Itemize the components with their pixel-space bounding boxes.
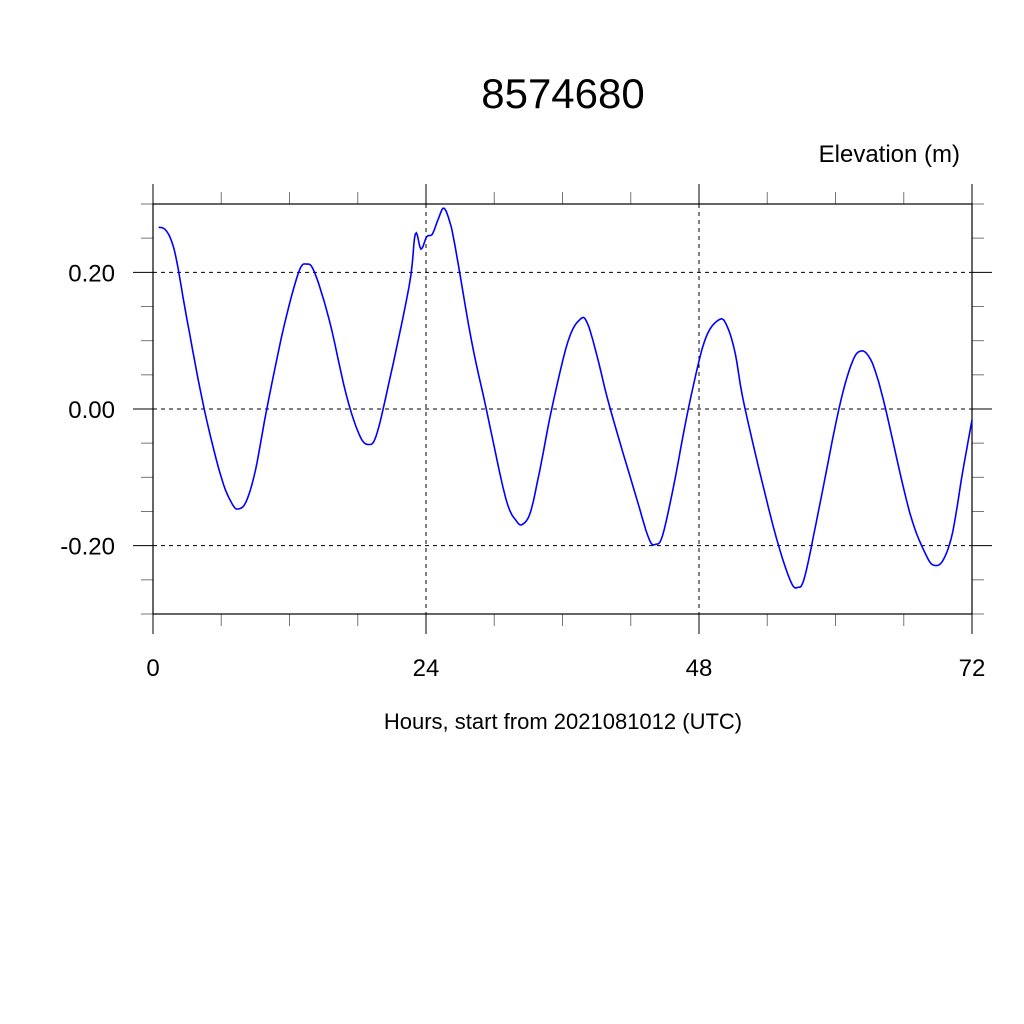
ticks: [133, 184, 992, 634]
y-tick-label: -0.20: [60, 534, 115, 561]
grid: [152, 204, 973, 614]
x-axis-label: Hours, start from 2021081012 (UTC): [384, 709, 742, 734]
x-tick-label: 0: [146, 655, 159, 682]
y-tick-label: 0.00: [68, 397, 115, 424]
x-tick-label: 24: [413, 655, 440, 682]
y-axis-label: Elevation (m): [819, 141, 960, 168]
x-tick-label: 72: [959, 655, 986, 682]
y-tick-label: 0.20: [68, 260, 115, 287]
series-line: [158, 207, 973, 589]
chart-title: 8574680: [481, 70, 645, 117]
x-tick-label: 48: [686, 655, 713, 682]
plot-frame: [152, 203, 973, 615]
tick-labels: 0 24 48 72 -0.20 0.00 0.20: [60, 260, 985, 682]
